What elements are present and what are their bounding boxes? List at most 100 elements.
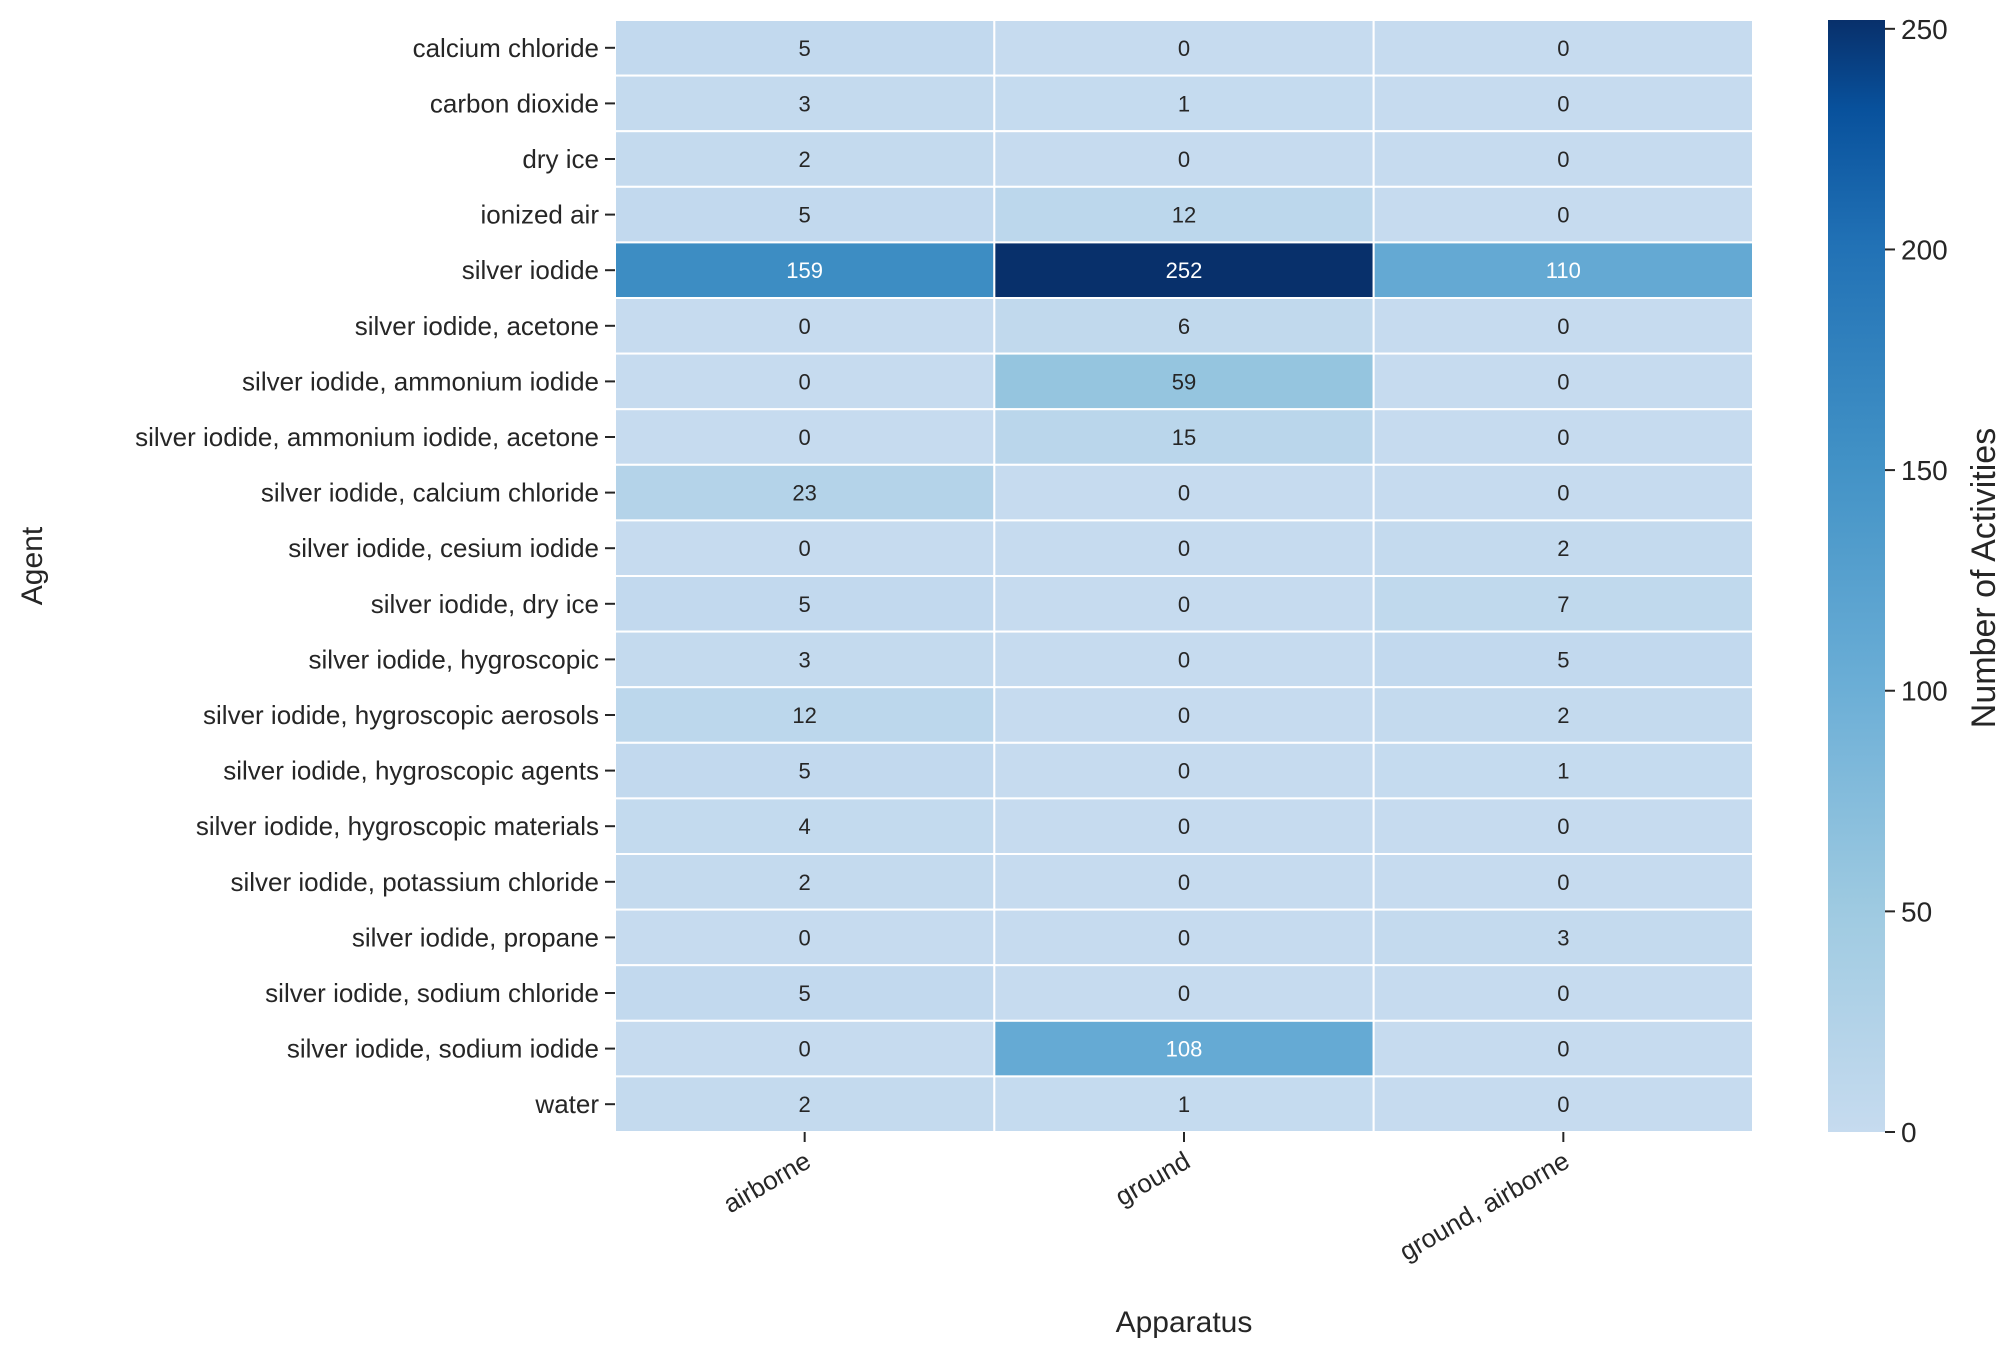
- x-tick-label: airborne: [718, 1145, 816, 1219]
- cell-value-label: 2: [1557, 536, 1569, 561]
- cell-value-label: 0: [1557, 425, 1569, 450]
- y-tick-label: carbon dioxide: [430, 88, 599, 118]
- colorbar-tick-label: 0: [1901, 1117, 1917, 1148]
- cell-value-label: 0: [1557, 1092, 1569, 1117]
- heatmap-cell: [1372, 575, 1754, 633]
- heatmap-cell: [1372, 463, 1754, 522]
- heatmap-cell: [993, 130, 1375, 188]
- heatmap-cell: [993, 964, 1375, 1022]
- heatmap-cell: [1372, 797, 1754, 856]
- cell-value-label: 2: [1557, 703, 1569, 728]
- y-tick-label: silver iodide, sodium iodide: [287, 1034, 599, 1064]
- cell-value-label: 0: [1557, 147, 1569, 172]
- cell-value-label: 0: [1178, 759, 1190, 784]
- cell-value-label: 0: [1557, 870, 1569, 895]
- colorbar-tick-label: 50: [1901, 896, 1932, 927]
- y-tick-label: silver iodide, ammonium iodide: [242, 366, 599, 396]
- cell-value-label: 0: [1557, 369, 1569, 394]
- cell-value-label: 5: [799, 36, 811, 61]
- colorbar: 0 50 100 150 200 250: [1828, 14, 1948, 1148]
- y-tick-label: calcium chloride: [413, 33, 599, 63]
- x-axis-label: Apparatus: [1116, 1306, 1253, 1339]
- heatmap-cell: [993, 519, 1375, 578]
- x-tick-label: ground: [1110, 1145, 1195, 1211]
- cell-value-label: 0: [1178, 36, 1190, 61]
- y-tick-label: silver iodide, hygroscopic: [309, 644, 599, 674]
- colorbar-tick-label: 150: [1901, 455, 1948, 486]
- cell-value-label: 0: [1557, 203, 1569, 228]
- cell-value-label: 0: [799, 369, 811, 394]
- heatmap-cell: [1372, 741, 1754, 800]
- heatmap-cell: [993, 853, 1375, 911]
- y-tick-label: silver iodide, hygroscopic aerosols: [203, 700, 599, 730]
- cell-value-label: 0: [799, 925, 811, 950]
- cell-value-label: 23: [792, 481, 816, 506]
- heatmap-cell: [614, 908, 996, 967]
- cell-value-label: 5: [799, 203, 811, 228]
- heatmap-cell: [1372, 630, 1754, 689]
- y-tick-label: water: [534, 1089, 599, 1119]
- colorbar-label: Number of Activities: [1965, 428, 2000, 728]
- cell-value-label: 5: [799, 592, 811, 617]
- cell-value-label: 5: [799, 981, 811, 1006]
- cell-value-label: 0: [1178, 814, 1190, 839]
- heatmap-cell: [1372, 964, 1754, 1022]
- heatmap-cell: [614, 853, 996, 911]
- heatmap-cell: [993, 908, 1375, 967]
- heatmap-cell: [614, 741, 996, 800]
- cell-value-label: 0: [799, 314, 811, 339]
- cell-value-label: 1: [1178, 91, 1190, 116]
- y-tick-label: silver iodide, calcium chloride: [261, 478, 599, 508]
- y-tick-label: dry ice: [522, 144, 599, 174]
- cell-value-label: 5: [1557, 647, 1569, 672]
- cell-value-label: 59: [1172, 369, 1196, 394]
- colorbar-gradient: [1828, 20, 1885, 1132]
- y-tick-label: silver iodide, hygroscopic materials: [196, 811, 599, 841]
- y-tick-label: silver iodide: [462, 255, 599, 285]
- cell-value-label: 0: [1178, 925, 1190, 950]
- heatmap-cell: [1372, 74, 1754, 133]
- cell-value-label: 5: [799, 759, 811, 784]
- y-tick-label: ionized air: [480, 200, 599, 230]
- heatmap-cell: [614, 1019, 996, 1078]
- heatmap-cell: [993, 1075, 1375, 1134]
- cell-value-label: 2: [799, 870, 811, 895]
- colorbar-tick-label: 250: [1901, 14, 1948, 45]
- heatmap-cell: [614, 686, 996, 744]
- cell-value-label: 3: [1557, 925, 1569, 950]
- colorbar-tick-label: 200: [1901, 234, 1948, 265]
- cell-value-label: 108: [1166, 1037, 1203, 1062]
- heatmap-cell: [614, 797, 996, 856]
- cell-value-label: 0: [799, 536, 811, 561]
- cell-value-label: 159: [786, 258, 823, 283]
- cell-value-label: 0: [1178, 981, 1190, 1006]
- heatmap-cell: [1372, 19, 1754, 77]
- cell-value-label: 12: [792, 703, 816, 728]
- heatmap-cell: [614, 352, 996, 411]
- cell-value-label: 2: [799, 147, 811, 172]
- heatmap-cell: [614, 519, 996, 578]
- heatmap-cell: [993, 352, 1375, 411]
- heatmap-cell: [614, 408, 996, 466]
- cell-value-label: 0: [1178, 481, 1190, 506]
- cell-value-label: 12: [1172, 203, 1196, 228]
- y-tick-labels: calcium chloride carbon dioxide dry ice ion…: [135, 33, 615, 1119]
- heatmap-cell: [1372, 519, 1754, 578]
- cell-value-label: 0: [1557, 1037, 1569, 1062]
- heatmap-cell: [993, 1019, 1375, 1078]
- heatmap-cell: [1372, 853, 1754, 911]
- heatmap-cell: [614, 185, 996, 244]
- y-tick-label: silver iodide, propane: [352, 922, 599, 952]
- cell-value-label: 7: [1557, 592, 1569, 617]
- cell-value-label: 0: [1178, 870, 1190, 895]
- cell-value-label: 0: [799, 425, 811, 450]
- cell-value-label: 0: [1178, 536, 1190, 561]
- cell-value-label: 0: [1178, 647, 1190, 672]
- heatmap-cell: [614, 575, 996, 633]
- y-tick-label: silver iodide, acetone: [355, 311, 599, 341]
- cell-value-label: 0: [799, 1037, 811, 1062]
- heatmap-cell: [1372, 352, 1754, 411]
- y-tick-label: silver iodide, sodium chloride: [265, 978, 599, 1008]
- cell-value-label: 0: [1557, 814, 1569, 839]
